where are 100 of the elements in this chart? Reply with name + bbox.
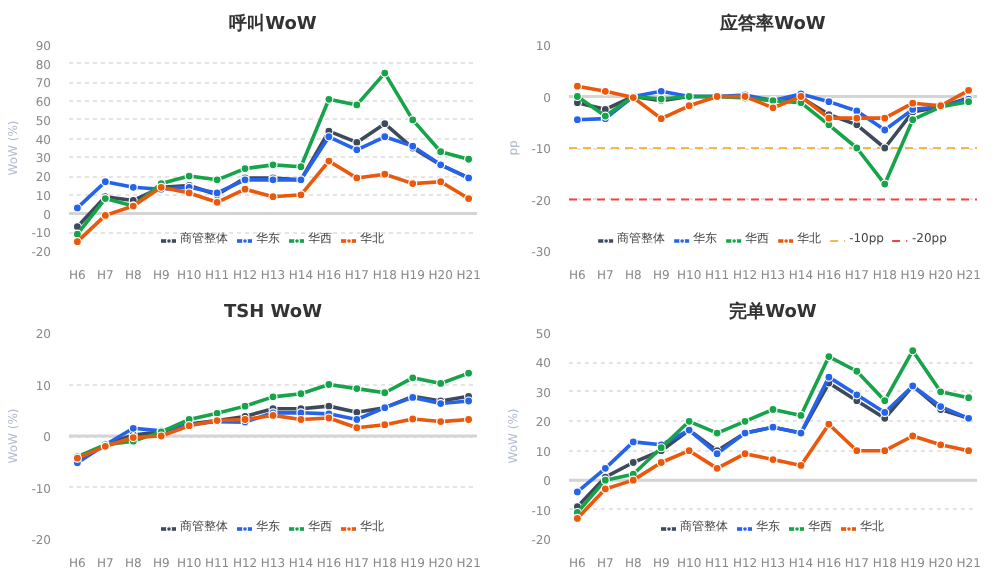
point: [100, 210, 110, 221]
point: [352, 384, 362, 394]
point: [352, 173, 362, 183]
point: [796, 460, 806, 471]
point: [352, 423, 362, 433]
point: [712, 428, 722, 438]
point: [408, 115, 418, 125]
point: [324, 379, 334, 390]
point: [684, 446, 694, 456]
point: [628, 457, 638, 468]
point: [852, 143, 862, 153]
point: [656, 457, 666, 468]
point: [880, 125, 890, 135]
point: [240, 401, 250, 411]
point: [296, 414, 306, 425]
point: [880, 113, 890, 123]
point: [268, 192, 278, 202]
point: [880, 143, 890, 153]
point: [436, 147, 446, 157]
point: [824, 97, 834, 107]
point: [936, 387, 946, 397]
point: [600, 484, 610, 494]
point: [436, 177, 446, 187]
point: [796, 410, 806, 420]
point: [380, 119, 390, 129]
point: [684, 101, 694, 111]
point: [352, 414, 362, 425]
point: [380, 132, 390, 142]
point: [408, 178, 418, 189]
point: [768, 404, 778, 415]
point: [824, 351, 834, 362]
point: [184, 188, 194, 198]
point: [572, 115, 582, 125]
point: [128, 423, 138, 433]
point: [464, 193, 474, 204]
point: [212, 197, 222, 207]
point: [324, 132, 334, 142]
point: [464, 396, 474, 406]
point: [908, 115, 918, 125]
point: [600, 463, 610, 473]
point: [908, 98, 918, 108]
point: [908, 431, 918, 441]
point: [880, 396, 890, 406]
point: [380, 169, 390, 179]
point: [324, 401, 334, 411]
point: [324, 156, 334, 166]
point: [880, 179, 890, 189]
point: [964, 85, 974, 95]
point: [964, 446, 974, 456]
point: [380, 68, 390, 78]
point: [184, 171, 194, 181]
point: [72, 203, 82, 213]
point: [824, 419, 834, 429]
point: [464, 368, 474, 378]
point: [464, 154, 474, 164]
point: [572, 81, 582, 91]
point: [852, 106, 862, 116]
point: [296, 190, 306, 200]
point: [408, 373, 418, 383]
point: [240, 184, 250, 194]
point: [296, 162, 306, 172]
point: [352, 137, 362, 147]
point: [628, 475, 638, 485]
point: [936, 440, 946, 450]
point: [352, 100, 362, 110]
chart-title: 呼叫WoW: [229, 13, 317, 35]
point: [908, 346, 918, 356]
point: [380, 420, 390, 430]
point: [880, 446, 890, 456]
point: [824, 372, 834, 382]
point: [656, 86, 666, 96]
point: [852, 366, 862, 376]
point: [296, 389, 306, 399]
chart-title: 应答率WoW: [718, 13, 826, 35]
point: [852, 113, 862, 123]
point: [712, 463, 722, 473]
point: [324, 94, 334, 104]
chart-title: 完单WoW: [729, 301, 817, 323]
point: [436, 416, 446, 427]
point: [408, 414, 418, 424]
chart-title: TSH WoW: [224, 303, 323, 323]
point: [128, 182, 138, 192]
point: [880, 407, 890, 418]
point: [72, 237, 82, 247]
point: [768, 103, 778, 113]
point: [240, 164, 250, 174]
point: [852, 390, 862, 400]
point: [100, 177, 110, 187]
point: [380, 388, 390, 398]
point: [628, 437, 638, 447]
point: [656, 114, 666, 124]
point: [572, 513, 582, 523]
point: [600, 86, 610, 96]
point: [740, 416, 750, 426]
point: [268, 160, 278, 170]
point: [768, 454, 778, 465]
point: [572, 91, 582, 102]
point: [852, 446, 862, 456]
point: [740, 449, 750, 459]
point: [212, 175, 222, 185]
